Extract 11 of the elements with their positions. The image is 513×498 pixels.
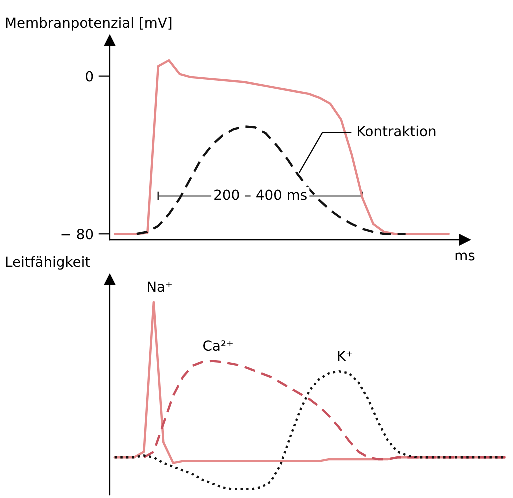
x-axis-title: ms <box>456 252 475 261</box>
series-label: Na⁺ <box>148 282 172 292</box>
annotation: 200 – 400 ms <box>214 190 307 200</box>
series-label: K⁺ <box>338 351 352 362</box>
y-axis-title: Membranpotenzial [mV] <box>6 17 172 31</box>
line-series <box>114 59 450 236</box>
y-axis-title: Leitfähigkeit <box>6 256 90 270</box>
series-label: Ca²⁺ <box>204 340 233 352</box>
text: Kontraktion <box>358 126 436 137</box>
y-tick-label: − 80 <box>62 229 94 240</box>
y-tick-label: 0 <box>86 71 94 82</box>
